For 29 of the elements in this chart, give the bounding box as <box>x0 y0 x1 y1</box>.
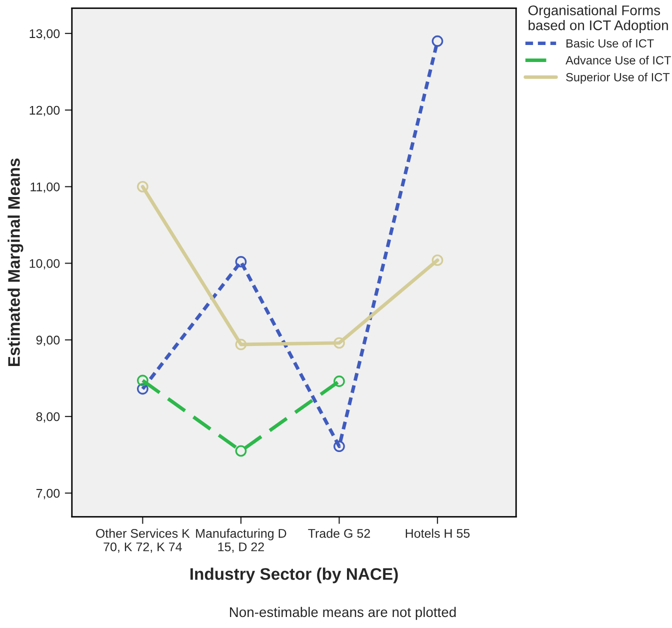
point <box>334 337 345 349</box>
point <box>136 374 148 386</box>
x-tick-label: Trade G 52 <box>308 528 370 538</box>
point <box>136 180 148 192</box>
text: Non-estimable means are not plotted <box>230 606 456 620</box>
x-axis-title: Industry Sector (by NACE) <box>190 568 398 584</box>
y-tick-label: 8,00 <box>36 412 60 423</box>
x-tick-label: Other Services K 70, K 72, K 74 <box>96 528 190 553</box>
point <box>432 254 444 266</box>
point <box>235 445 247 457</box>
point <box>334 376 345 387</box>
y-axis-title: Estimated Marginal Means <box>8 158 24 366</box>
y-tick-label: 10,00 <box>30 259 60 270</box>
x-tick-label: Manufacturing D 15, D 22 <box>196 528 286 553</box>
x-tick-label: Hotels H 55 <box>406 528 470 538</box>
point <box>334 440 345 452</box>
legend-label: Superior Use of ICT <box>566 72 670 84</box>
point <box>235 338 247 350</box>
point <box>432 35 444 47</box>
point <box>235 256 247 268</box>
y-tick-label: 11,00 <box>30 182 60 193</box>
legend-label: Basic Use of ICT <box>566 38 654 48</box>
legend-label: Advance Use of ICT <box>566 56 671 64</box>
y-tick-label: 12,00 <box>30 106 60 116</box>
point <box>136 383 148 395</box>
y-tick-label: 13,00 <box>30 29 60 40</box>
y-tick-label: 9,00 <box>36 336 60 346</box>
y-tick-label: 7,00 <box>36 488 60 500</box>
legend-title: Organisational Forms based on ICT Adoption <box>528 5 668 33</box>
